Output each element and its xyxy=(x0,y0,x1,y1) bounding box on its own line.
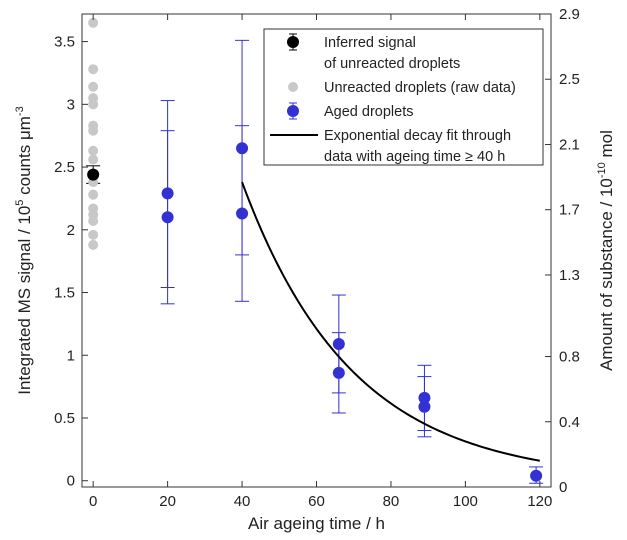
legend-label: Inferred signal xyxy=(324,35,416,51)
x-axis-title: Air ageing time / h xyxy=(248,514,385,533)
fit-line-group xyxy=(241,181,541,462)
y2-axis-title-unit: mol xyxy=(597,130,616,162)
raw-data-point xyxy=(88,64,99,75)
raw-data-point xyxy=(88,154,99,165)
y2-tick-label: 2.5 xyxy=(559,71,580,88)
y2-axis-title: Amount of substance / 10-10 mol xyxy=(596,130,616,371)
y2-tick-label: 0.8 xyxy=(559,349,580,366)
y-tick-label: 3.5 xyxy=(54,34,75,51)
y2-axis-title-sup: -10 xyxy=(596,162,608,178)
y-tick-label: 2.5 xyxy=(54,159,75,176)
raw-data-point xyxy=(88,81,99,92)
y-tick-label: 3 xyxy=(67,96,75,113)
y-axis-title-unit: counts μm xyxy=(15,116,34,200)
y-tick-label: 0 xyxy=(67,473,75,490)
data-point xyxy=(236,207,249,220)
raw-data-point xyxy=(88,125,99,136)
data-point xyxy=(161,211,174,224)
legend-label: data with ageing time ≥ 40 h xyxy=(324,149,505,165)
y2-tick-label: 0.4 xyxy=(559,414,580,431)
raw-data-point xyxy=(88,189,99,200)
data-point xyxy=(161,187,174,200)
x-tick-label: 20 xyxy=(159,493,176,510)
raw-data-point xyxy=(88,229,99,240)
raw-data-point xyxy=(88,216,99,227)
legend: Inferred signal of unreacted droplets Unre… xyxy=(263,28,544,166)
x-tick-label: 120 xyxy=(527,493,552,510)
legend-label: Exponential decay fit through xyxy=(324,128,511,144)
y-axis-title-sup-1: 5 xyxy=(14,200,26,206)
raw-data-point xyxy=(88,145,99,156)
x-tick-label: 60 xyxy=(308,493,325,510)
y-tick-label: 1 xyxy=(67,347,75,364)
legend-marker xyxy=(288,82,298,92)
y-axis-ticks: 0 0.5 1 1.5 2 2.5 3 3.5 xyxy=(54,34,88,490)
y-axis-title-main: Integrated MS signal / 10 xyxy=(15,206,34,395)
y-tick-label: 0.5 xyxy=(54,410,75,427)
data-point xyxy=(418,391,431,404)
data-point xyxy=(332,366,345,379)
x-tick-label: 100 xyxy=(453,493,478,510)
legend-marker xyxy=(287,36,299,48)
data-point xyxy=(530,469,543,482)
data-point xyxy=(418,400,431,413)
y2-tick-label: 2.1 xyxy=(559,136,580,153)
y-tick-label: 2 xyxy=(67,222,75,239)
y2-tick-label: 2.9 xyxy=(559,6,580,23)
data-point xyxy=(236,142,249,155)
x-tick-label: 40 xyxy=(234,493,251,510)
legend-label: of unreacted droplets xyxy=(324,56,460,72)
y2-axis-ticks: 0 0.4 0.8 1.3 1.7 2.1 2.5 2.9 xyxy=(545,6,580,496)
raw-data-point xyxy=(88,17,99,28)
data-point xyxy=(332,337,345,350)
raw-data-point xyxy=(88,239,99,250)
y2-tick-label: 1.7 xyxy=(559,202,580,219)
raw-data-point xyxy=(88,99,99,110)
x-axis-ticks: 0 20 40 60 80 100 120 xyxy=(89,14,552,510)
data-point xyxy=(87,168,100,181)
legend-box xyxy=(263,28,544,166)
fit-line xyxy=(241,181,541,462)
data-points xyxy=(87,17,543,482)
y2-tick-label: 1.3 xyxy=(559,267,580,284)
x-tick-label: 80 xyxy=(383,493,400,510)
y-axis-title: Integrated MS signal / 105 counts μm-3 xyxy=(14,106,34,394)
y2-tick-label: 0 xyxy=(559,479,567,496)
legend-marker xyxy=(287,105,299,117)
x-tick-label: 0 xyxy=(89,493,97,510)
legend-label: Aged droplets xyxy=(324,104,413,120)
y-tick-label: 1.5 xyxy=(54,285,75,302)
y-axis-title-sup-2: -3 xyxy=(14,106,26,116)
legend-label: Unreacted droplets (raw data) xyxy=(324,80,516,96)
y2-axis-title-main: Amount of substance / 10 xyxy=(597,178,616,371)
